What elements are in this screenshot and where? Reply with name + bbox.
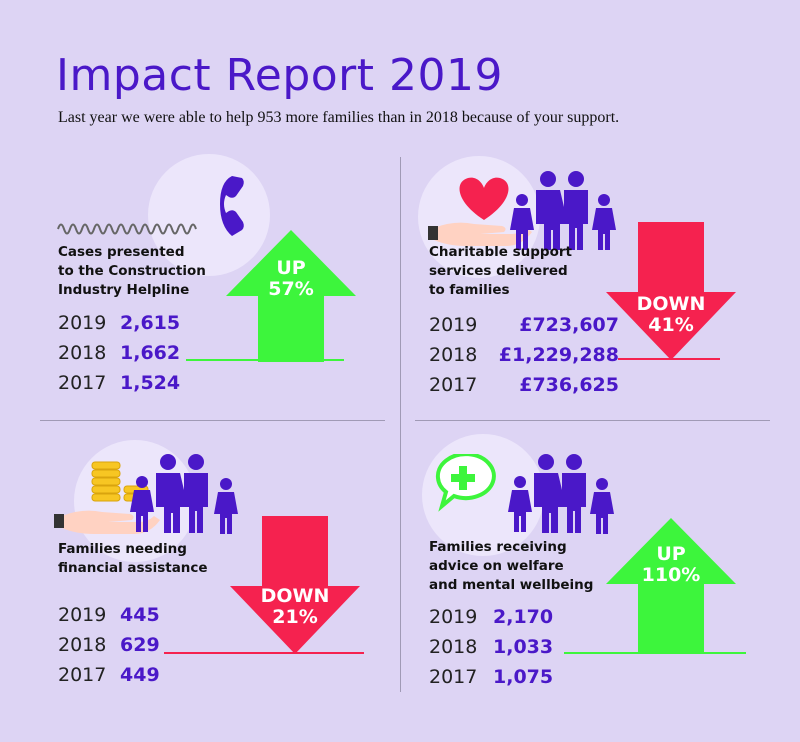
change-badge: DOWN 21% <box>260 585 330 628</box>
horizontal-divider-left <box>40 420 385 421</box>
change-badge: DOWN 41% <box>636 293 706 336</box>
phone-icon <box>57 176 244 236</box>
stat-row: 2018 1,033 <box>429 636 554 658</box>
panel-charitable-support: Charitable support services delivered to… <box>400 150 800 415</box>
change-badge: UP 57% <box>268 257 314 300</box>
stat-row: 2019 2,170 <box>429 606 554 628</box>
stat-row: 2019 £723,607 <box>429 314 619 336</box>
panel-label: Families needing financial assistance <box>58 541 208 576</box>
coins-hand-family-icon <box>54 454 238 534</box>
stat-row: 2017 1,524 <box>58 372 181 394</box>
horizontal-divider-right <box>415 420 770 421</box>
stat-row: 2018 629 <box>58 634 160 656</box>
stat-row: 2017 1,075 <box>429 666 554 688</box>
stat-row: 2019 2,615 <box>58 312 181 334</box>
baseline <box>618 358 720 360</box>
stat-row: 2019 445 <box>58 604 160 626</box>
stat-row: 2017 £736,625 <box>429 374 619 396</box>
heart-hand-family-icon <box>428 171 616 250</box>
stat-row: 2018 1,662 <box>58 342 181 364</box>
stat-row: 2017 449 <box>58 664 160 686</box>
panel-label: Families receiving advice on welfare and… <box>429 539 594 593</box>
panel-welfare-advice: Families receiving advice on welfare and… <box>400 430 800 695</box>
baseline <box>164 652 364 654</box>
panel-label: Charitable support services delivered to… <box>429 244 572 298</box>
down-arrow <box>606 222 736 360</box>
page-subtitle: Last year we were able to help 953 more … <box>58 109 620 126</box>
panel-helpline: Cases presented to the Construction Indu… <box>0 150 400 415</box>
vertical-divider <box>400 157 401 692</box>
down-arrow <box>230 516 360 654</box>
health-bubble-family-icon <box>435 454 614 534</box>
panel-financial-assistance: Families needing financial assistance DO… <box>0 430 400 695</box>
up-arrow <box>226 230 356 362</box>
icon-circle <box>148 154 270 276</box>
panel-label: Cases presented to the Construction Indu… <box>58 244 206 298</box>
change-badge: UP 110% <box>641 543 701 586</box>
up-arrow <box>606 518 736 654</box>
page-title: Impact Report 2019 <box>56 50 503 101</box>
stat-row: 2018 £1,229,288 <box>429 344 619 366</box>
